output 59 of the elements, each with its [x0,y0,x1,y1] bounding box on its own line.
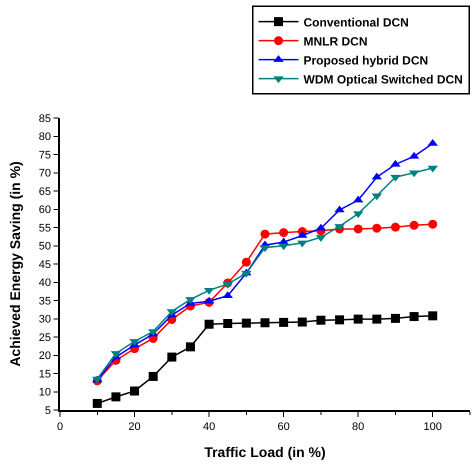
y-tick-label: 60 [38,204,52,216]
point [204,320,214,329]
point [428,220,438,229]
point [242,258,251,267]
point [222,282,233,289]
point [428,311,438,320]
point [260,230,270,239]
legend-label: Proposed hybrid DCN [304,53,428,68]
x-tick-label: 40 [202,420,216,433]
y-tick-label: 50 [38,240,52,253]
x-tick-label: 20 [128,420,141,433]
point [92,398,102,408]
legend-label: WDM Optical Switched DCN [304,72,463,86]
x-tick-label: 80 [352,420,364,433]
y-tick-label: 25 [38,332,52,344]
point [316,316,326,325]
y-axis-title: Achieved Energy Saving (in %) [6,161,23,367]
y-tick-label: 15 [38,368,52,380]
point [260,318,270,328]
point [279,228,288,238]
y-tick-label: 45 [38,258,52,271]
legend-label: Conventional DCN [304,15,409,30]
y-tick-label: 40 [38,277,52,290]
x-tick-label: 100 [424,420,442,433]
point [372,224,382,233]
point [354,314,363,324]
x-axis-title: Traffic Load (in %) [204,444,326,460]
y-tick-label: 80 [38,131,52,144]
point [279,318,288,327]
point [111,392,120,402]
point [148,372,158,381]
y-tick-label: 20 [38,350,52,362]
y-tick-label: 35 [38,295,52,308]
y-tick-label: 30 [38,314,52,326]
y-tick-label: 85 [38,112,52,125]
x-tick-label: 60 [278,420,290,433]
point [390,222,400,232]
y-tick-label: 5 [44,404,52,417]
point [428,166,438,173]
y-tick-label: 10 [38,386,52,399]
point [410,312,419,322]
point [242,318,251,328]
y-tick-label: 75 [38,149,52,162]
point [222,291,233,298]
point [223,319,232,328]
point [372,314,382,324]
y-tick-label: 70 [38,168,52,180]
point [167,352,176,362]
legend-label: MNLR DCN [304,34,368,48]
point [390,314,400,323]
y-tick-label: 65 [38,186,52,198]
point [298,318,307,327]
x-tick-label: 0 [56,420,64,433]
y-tick-label: 55 [38,222,52,234]
point [410,220,419,230]
point [186,342,195,352]
point [354,224,363,234]
point [130,386,140,396]
point [335,315,344,324]
